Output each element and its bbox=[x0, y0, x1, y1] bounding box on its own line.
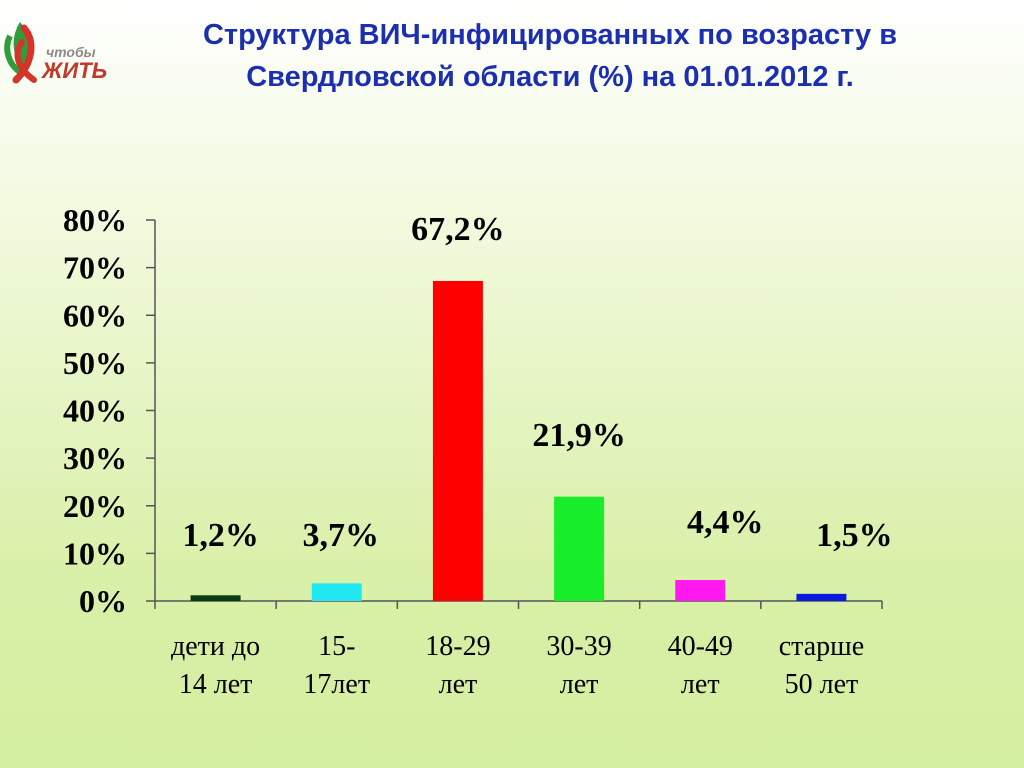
x-tick-label: дети до bbox=[171, 631, 260, 662]
y-tick-label: 50% bbox=[63, 345, 127, 381]
bar bbox=[554, 496, 605, 601]
y-tick-label: 0% bbox=[79, 583, 127, 619]
x-tick-label: 18-29 bbox=[425, 631, 490, 662]
x-tick-label: 15- bbox=[318, 631, 355, 662]
x-tick-label: 14 лет bbox=[179, 669, 253, 700]
y-tick-label: 80% bbox=[63, 202, 127, 238]
x-tick-label: 17лет bbox=[303, 669, 370, 700]
x-tick-label: лет bbox=[560, 669, 599, 700]
data-label: 1,5% bbox=[816, 517, 893, 554]
bar bbox=[796, 593, 847, 601]
x-tick-label: 40-49 bbox=[668, 631, 733, 662]
bar bbox=[675, 580, 726, 601]
data-label: 1,2% bbox=[182, 517, 259, 554]
bar bbox=[311, 583, 362, 601]
y-tick-label: 60% bbox=[63, 297, 127, 333]
logo: чтобы ЖИТЬ bbox=[2, 8, 122, 88]
chart-axes: 0% 10% 20% 30% 40% 50% 60% 70% 80% bbox=[63, 202, 883, 619]
x-tick-label: 50 лет bbox=[785, 669, 859, 700]
data-label: 67,2% bbox=[411, 211, 505, 248]
x-tick-label: лет bbox=[439, 669, 478, 700]
y-tick-label: 30% bbox=[63, 440, 127, 476]
x-tick-label: старше bbox=[779, 631, 864, 662]
data-label: 4,4% bbox=[687, 504, 764, 541]
x-tick-label: лет bbox=[681, 669, 720, 700]
bar bbox=[432, 280, 483, 601]
chart-bars bbox=[190, 280, 847, 601]
y-tick-label: 40% bbox=[63, 393, 127, 429]
logo-text-small: чтобы bbox=[46, 44, 96, 60]
y-tick-label: 20% bbox=[63, 488, 127, 524]
ribbon-leaf-icon bbox=[4, 22, 37, 84]
x-tick-label: 30-39 bbox=[546, 631, 611, 662]
chart-title: Структура ВИЧ-инфицированных по возрасту… bbox=[202, 19, 898, 93]
data-label: 21,9% bbox=[532, 417, 626, 454]
logo-text-big: ЖИТЬ bbox=[42, 58, 108, 83]
y-tick-label: 10% bbox=[63, 535, 127, 571]
y-tick-label: 70% bbox=[63, 250, 127, 286]
data-label: 3,7% bbox=[303, 517, 380, 554]
bar bbox=[190, 595, 241, 601]
chart-labels: 1,2% дети до 14 лет 3,7% 15- 17лет 67,2% 18-29 л… bbox=[171, 211, 893, 700]
